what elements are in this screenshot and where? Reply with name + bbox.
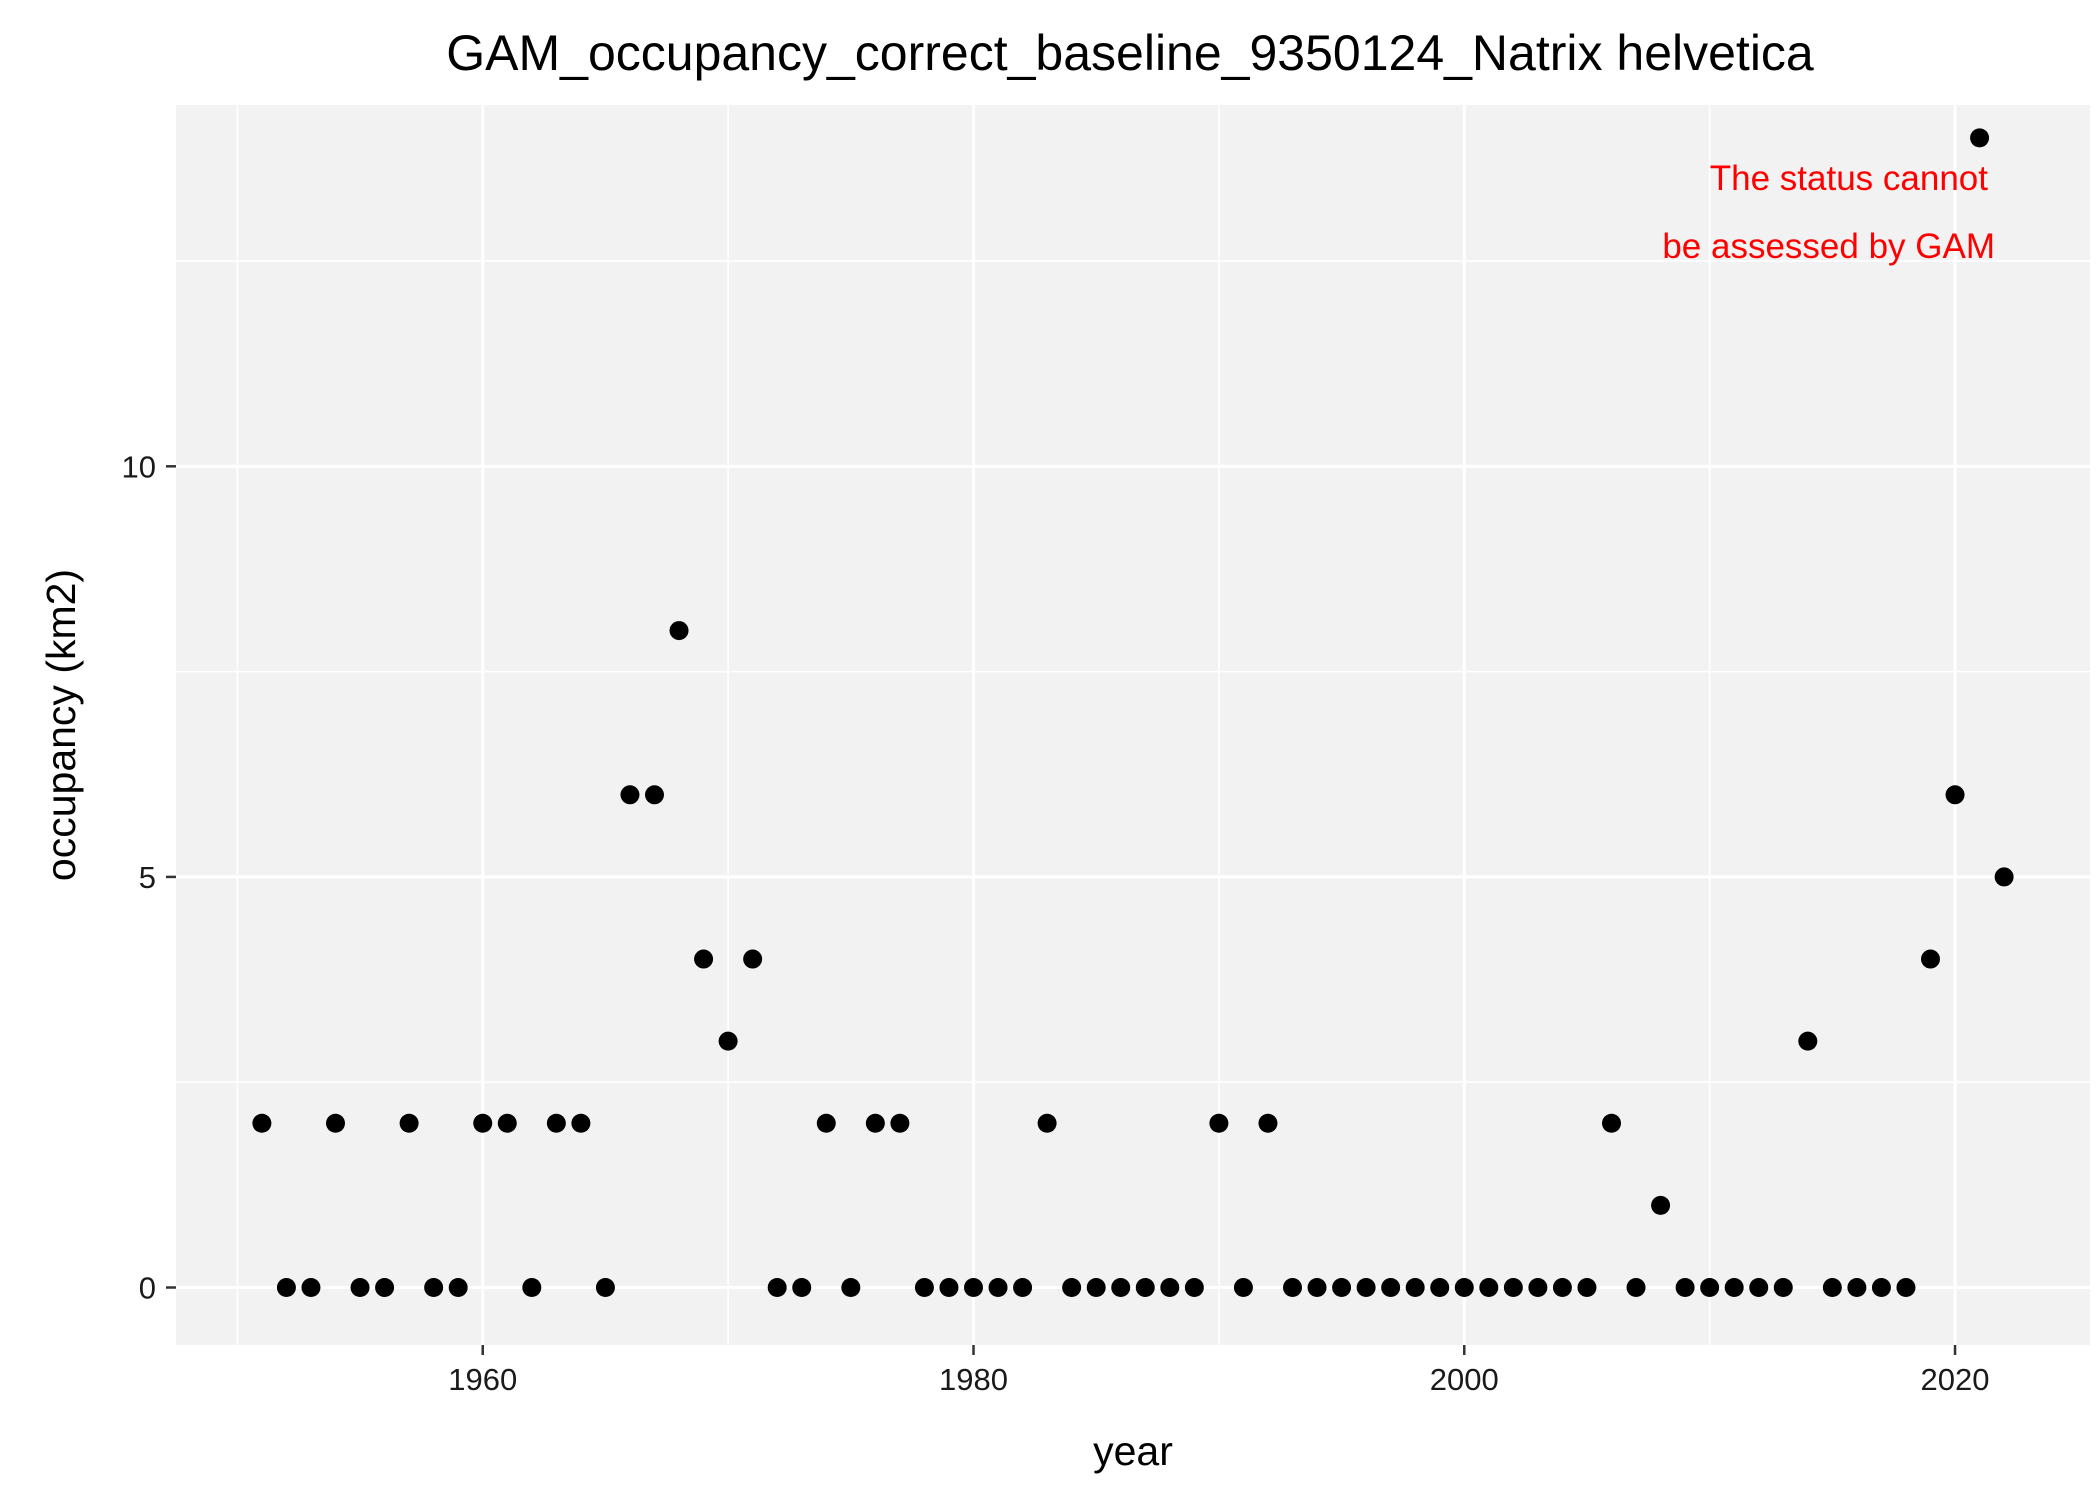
data-points (252, 128, 2014, 1298)
data-point (988, 1278, 1008, 1298)
data-point (1700, 1278, 1720, 1298)
annotation-line-1: The status cannot (1710, 159, 1988, 198)
data-point (1552, 1278, 1572, 1298)
data-point (522, 1278, 542, 1298)
annotation: The status cannot be assessed by GAM (1662, 159, 1995, 266)
data-point (1454, 1278, 1474, 1298)
major-gridlines (176, 105, 2090, 1345)
data-point (497, 1113, 517, 1133)
data-point (1135, 1278, 1155, 1298)
data-point (1160, 1278, 1180, 1298)
data-point (276, 1278, 296, 1298)
data-point (1871, 1278, 1891, 1298)
data-point (1970, 128, 1990, 148)
data-point (792, 1278, 812, 1298)
data-point (1405, 1278, 1425, 1298)
y-tick-label: 0 (139, 1271, 156, 1306)
data-point (1724, 1278, 1744, 1298)
data-point (1503, 1278, 1523, 1298)
data-point (424, 1278, 444, 1298)
data-point (914, 1278, 934, 1298)
y-tick-label: 5 (139, 860, 156, 895)
data-point (350, 1278, 370, 1298)
data-point (1037, 1113, 1057, 1133)
data-point (1577, 1278, 1597, 1298)
minor-gridlines (176, 105, 2090, 1345)
data-point (252, 1113, 272, 1133)
x-axis: 1960 1980 2000 2020 (448, 1345, 1990, 1397)
data-point (1945, 785, 1965, 805)
x-tick-label: 2020 (1921, 1362, 1990, 1397)
chart-title: GAM_occupancy_correct_baseline_9350124_N… (446, 25, 1814, 81)
plot-panel (176, 105, 2090, 1345)
x-tick-label: 1980 (939, 1362, 1008, 1397)
data-point (743, 949, 763, 969)
data-point (1479, 1278, 1499, 1298)
data-point (1994, 867, 2014, 887)
y-tick-label: 10 (122, 449, 156, 484)
data-point (473, 1113, 493, 1133)
data-point (1847, 1278, 1867, 1298)
data-point (767, 1278, 787, 1298)
y-axis: 0 5 10 (122, 449, 176, 1306)
data-point (1749, 1278, 1769, 1298)
data-point (375, 1278, 395, 1298)
data-point (448, 1278, 468, 1298)
data-point (1896, 1278, 1916, 1298)
data-point (964, 1278, 983, 1298)
data-point (1430, 1278, 1450, 1298)
data-point (1258, 1113, 1278, 1133)
x-axis-title: year (1093, 1428, 1173, 1474)
data-point (841, 1278, 861, 1298)
data-point (669, 621, 689, 641)
annotation-line-2: be assessed by GAM (1662, 227, 1995, 266)
data-point (620, 785, 640, 805)
data-point (1307, 1278, 1327, 1298)
data-point (1062, 1278, 1082, 1298)
data-point (1921, 949, 1940, 969)
y-axis-title: occupancy (km2) (38, 569, 84, 881)
x-tick-label: 1960 (448, 1362, 517, 1397)
data-point (1822, 1278, 1842, 1298)
data-point (1773, 1278, 1793, 1298)
data-point (718, 1031, 738, 1051)
data-point (1651, 1195, 1671, 1215)
data-point (1356, 1278, 1376, 1298)
data-point (1381, 1278, 1401, 1298)
data-point (571, 1113, 591, 1133)
data-point (1283, 1278, 1302, 1298)
data-point (1626, 1278, 1646, 1298)
data-point (1233, 1278, 1253, 1298)
data-point (1209, 1113, 1229, 1133)
data-point (939, 1278, 959, 1298)
data-point (1332, 1278, 1352, 1298)
data-point (595, 1278, 615, 1298)
data-point (890, 1113, 910, 1133)
data-point (1528, 1278, 1548, 1298)
data-point (865, 1113, 885, 1133)
data-point (1798, 1031, 1818, 1051)
data-point (1675, 1278, 1695, 1298)
x-tick-label: 2000 (1430, 1362, 1499, 1397)
data-point (1086, 1278, 1106, 1298)
data-point (694, 949, 714, 969)
data-point (301, 1278, 321, 1298)
data-point (399, 1113, 419, 1133)
data-point (546, 1113, 566, 1133)
data-point (1602, 1113, 1621, 1133)
data-point (1184, 1278, 1204, 1298)
data-point (816, 1113, 836, 1133)
data-point (326, 1113, 345, 1133)
data-point (1111, 1278, 1131, 1298)
data-point (1013, 1278, 1033, 1298)
data-point (645, 785, 664, 805)
